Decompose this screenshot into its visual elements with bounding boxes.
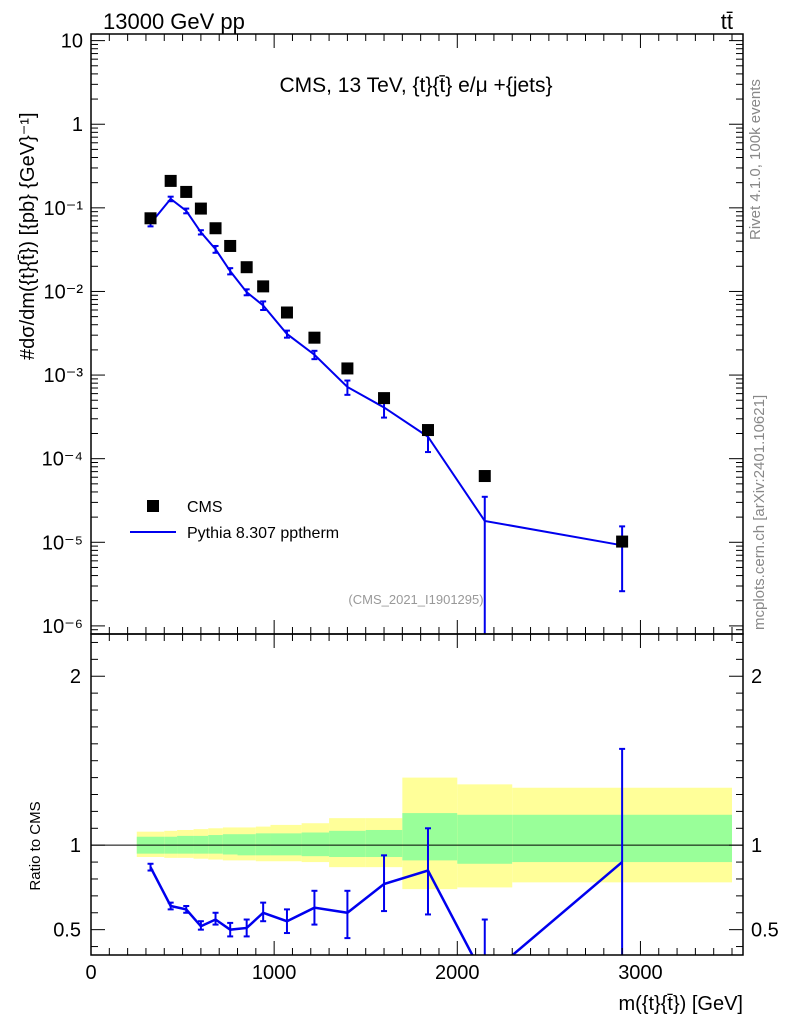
ratio-plot — [91, 747, 743, 955]
cms-data-point — [224, 239, 237, 252]
x-tick-label: 3000 — [618, 962, 663, 984]
x-axis-label: m({t}{t̄}) [GeV] — [618, 993, 743, 1015]
cms-data-point — [378, 392, 391, 405]
ratio-uncertainty-bands — [136, 777, 733, 890]
band-inner-bin — [222, 834, 238, 855]
band-inner-bin — [457, 814, 513, 864]
cms-data-point — [341, 362, 354, 375]
main-y-tick-label: 1 — [72, 114, 83, 136]
ratio-y-tick-label-left: 1 — [70, 835, 81, 857]
legend: CMS Pythia 8.307 pptherm — [130, 499, 339, 542]
cms-data-point — [257, 280, 270, 293]
cms-data-point — [280, 306, 293, 319]
main-y-label: #dσ/dm({t}{t̄}) [{pb} {GeV}⁻¹] — [17, 112, 39, 360]
main-y-tick-label: 10 — [61, 31, 83, 53]
axes: 10 1 10⁻¹ 10⁻² 10⁻³ 10⁻⁴ 10⁻⁵ 10⁻⁶ 0 1000 2000 3000… — [42, 31, 779, 984]
band-inner-bin — [402, 813, 458, 861]
ratio-y-tick-label-right: 1 — [751, 835, 762, 857]
ratio-y-label: Ratio to CMS — [27, 801, 44, 890]
cms-data-point — [144, 212, 157, 225]
main-plot — [144, 174, 629, 634]
band-inner-bin — [329, 830, 366, 858]
cms-data-point — [180, 185, 193, 198]
header-left: 13000 GeV pp — [103, 9, 245, 34]
main-title: CMS, 13 TeV, {t}{t̄} e/μ +{jets} — [279, 74, 552, 97]
cms-data-point — [478, 470, 491, 483]
cms-data-point — [240, 261, 253, 274]
band-inner-bin — [255, 833, 271, 856]
cms-data-point — [308, 331, 321, 344]
main-y-tick-label: 10⁻² — [44, 281, 84, 303]
cms-data-point — [616, 535, 629, 548]
mcplots-label: mcplots.cern.ch [arXiv:2401.10621] — [751, 395, 768, 630]
cms-data-point — [209, 222, 222, 235]
x-tick-label: 2000 — [435, 962, 480, 984]
watermark: (CMS_2021_I1901295) — [348, 592, 483, 607]
x-tick-label: 0 — [85, 962, 96, 984]
legend-cms-marker — [147, 500, 159, 512]
main-y-tick-label: 10⁻³ — [44, 365, 84, 387]
cms-data-point — [164, 174, 177, 187]
ratio-y-tick-label-left: 0.5 — [53, 920, 81, 942]
main-frame — [90, 33, 744, 635]
mc-series-line — [149, 197, 623, 547]
header-right: tt̄ — [721, 9, 733, 34]
band-inner-bin — [365, 829, 403, 858]
band-inner-bin — [301, 832, 330, 857]
legend-cms-label: CMS — [187, 499, 223, 516]
cms-data-point — [421, 424, 434, 437]
ratio-y-tick-label-right: 2 — [751, 666, 762, 688]
band-inner-bin — [208, 835, 223, 854]
cms-data-point — [194, 202, 207, 215]
x-tick-label: 1000 — [252, 962, 297, 984]
legend-mc-label: Pythia 8.307 pptherm — [187, 525, 339, 542]
main-y-tick-label: 10⁻⁶ — [42, 616, 83, 638]
ratio-series-line — [149, 861, 623, 955]
ratio-y-tick-label-right: 0.5 — [751, 920, 779, 942]
main-y-tick-label: 10⁻⁵ — [42, 532, 83, 554]
rivet-label: Rivet 4.1.0, 100k events — [747, 79, 764, 240]
band-inner-bin — [270, 833, 302, 856]
main-y-tick-label: 10⁻¹ — [44, 198, 84, 220]
ratio-y-tick-label-left: 2 — [70, 666, 81, 688]
main-y-tick-label: 10⁻⁴ — [42, 449, 83, 471]
